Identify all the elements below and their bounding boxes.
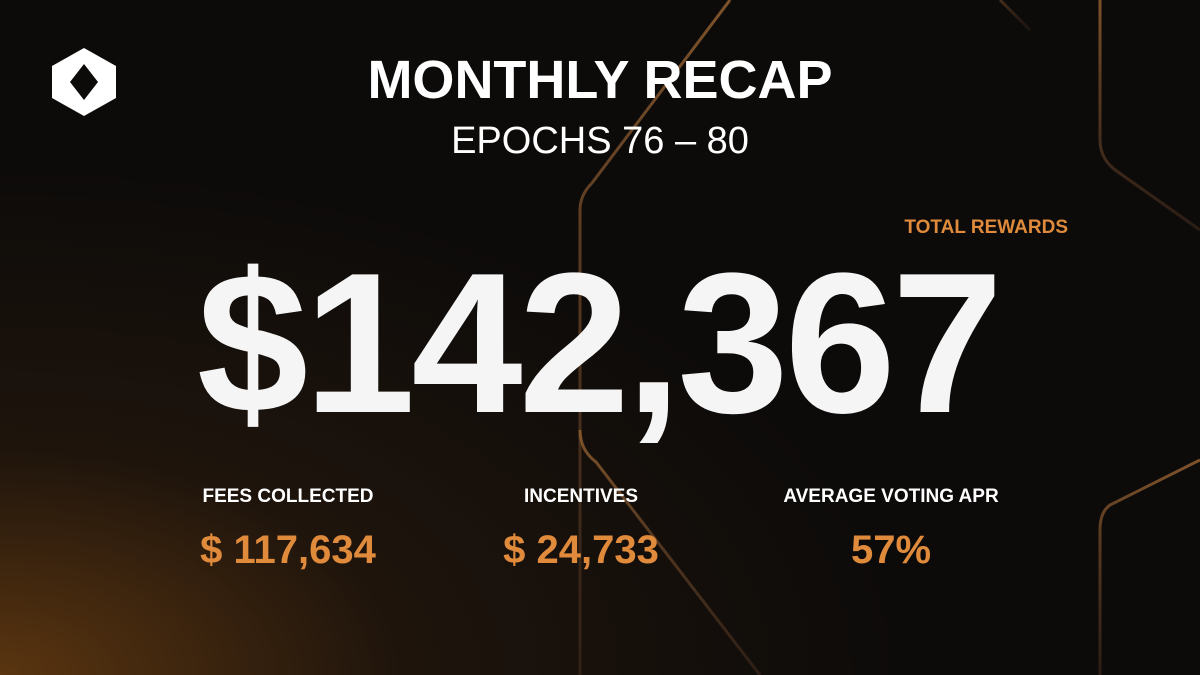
stat-label: INCENTIVES: [524, 486, 638, 507]
decor-line: [998, 0, 1032, 32]
decor-line: [578, 0, 732, 675]
title: MONTHLY RECAP: [367, 50, 832, 110]
total-value: $142,367: [197, 232, 999, 455]
decor-line: [578, 429, 762, 675]
stat-label: FEES COLLECTED: [202, 486, 373, 507]
stat-label: AVERAGE VOTING APR: [783, 486, 999, 507]
stat-value: $ 24,733: [503, 528, 659, 572]
decor-line: [1098, 0, 1200, 232]
subtitle: EPOCHS 76 – 80: [451, 120, 749, 162]
stat-value: 57%: [851, 528, 931, 572]
decor-lines: [578, 0, 1200, 675]
stats: FEES COLLECTED $ 117,634 INCENTIVES $ 24,73…: [200, 486, 999, 572]
logo: [52, 48, 116, 116]
stat-value: $ 117,634: [200, 528, 376, 572]
decor-line: [1098, 458, 1200, 675]
total-label: TOTAL REWARDS: [904, 217, 1068, 238]
